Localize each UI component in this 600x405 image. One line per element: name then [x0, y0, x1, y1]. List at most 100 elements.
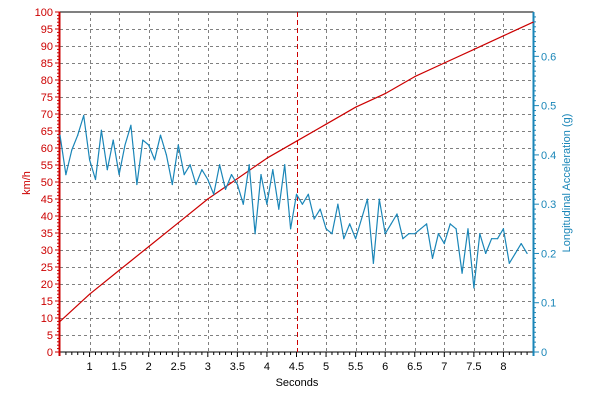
left-axis-tick-label: 45	[41, 194, 53, 206]
acceleration-point	[71, 149, 73, 151]
acceleration-point	[479, 233, 481, 235]
acceleration-point	[319, 208, 321, 210]
speed-point	[88, 293, 91, 295]
acceleration-point	[437, 233, 439, 235]
acceleration-point	[331, 233, 333, 235]
acceleration-point	[360, 218, 363, 220]
acceleration-point	[355, 238, 357, 240]
acceleration-point	[431, 257, 434, 259]
acceleration-point	[189, 164, 191, 166]
right-axis-tick-label: 0.1	[541, 298, 556, 310]
acceleration-point	[378, 198, 380, 200]
speed-point	[325, 123, 327, 125]
acceleration-point	[491, 238, 493, 240]
acceleration-point	[177, 144, 179, 146]
right-axis-tick-label: 0.6	[541, 51, 556, 63]
x-axis-label: Seconds	[276, 377, 319, 389]
acceleration-point	[248, 164, 250, 166]
x-axis-tick-label: 6.5	[407, 361, 422, 373]
acceleration-point	[230, 174, 233, 176]
acceleration-series-line	[59, 114, 528, 289]
right-axis-tick-label: 0.2	[541, 248, 556, 260]
left-axis-tick-label: 30	[41, 245, 53, 257]
acceleration-point	[485, 252, 487, 255]
speed-point	[414, 76, 416, 78]
acceleration-point	[396, 213, 398, 215]
x-axis-tick-label: 6	[382, 361, 388, 373]
x-axis-tick-label: 7.5	[466, 361, 481, 373]
left-axis-tick-label: 80	[41, 75, 53, 87]
left-axis-tick-label: 50	[41, 177, 53, 189]
acceleration-point	[526, 252, 528, 255]
acceleration-point	[301, 203, 304, 205]
acceleration-point	[94, 178, 97, 181]
acceleration-point	[313, 218, 315, 220]
left-axis-tick-label: 10	[41, 313, 53, 325]
acceleration-point	[384, 233, 386, 235]
series	[59, 21, 534, 322]
acceleration-point	[106, 169, 108, 171]
left-axis-tick-label: 100	[35, 7, 53, 19]
acceleration-point	[254, 233, 256, 235]
speed-point	[177, 222, 179, 224]
right-axis-tick-label: 0.5	[541, 101, 556, 113]
acceleration-point	[461, 272, 463, 274]
right-axis-tick-label: 0.4	[541, 150, 556, 162]
acceleration-point	[366, 198, 369, 200]
x-axis-tick-label: 1.5	[111, 361, 126, 373]
acceleration-point	[201, 169, 203, 171]
acceleration-point	[425, 223, 428, 225]
acceleration-point	[266, 203, 268, 205]
acceleration-point	[284, 164, 286, 166]
speed-point	[295, 140, 298, 142]
left-axis-tick-label: 85	[41, 58, 53, 70]
right-y-axis-label: Longitudinal Acceleration (g)	[561, 114, 573, 253]
left-axis-tick-label: 70	[41, 109, 53, 121]
acceleration-point	[390, 223, 392, 225]
left-axis-tick-label: 55	[41, 160, 53, 172]
speed-point	[59, 320, 61, 322]
left-axis-tick-label: 35	[41, 228, 53, 240]
acceleration-point	[242, 203, 244, 205]
left-axis-tick-label: 0	[47, 347, 53, 359]
acceleration-point	[272, 169, 274, 171]
left-y-axis-label: km/h	[21, 171, 33, 195]
x-axis-tick-label: 7	[441, 361, 447, 373]
left-axis-tick-label: 40	[41, 211, 53, 223]
speed-point	[473, 48, 475, 51]
left-axis-tick-label: 65	[41, 126, 53, 138]
acceleration-point	[154, 159, 156, 161]
acceleration-point	[337, 203, 339, 205]
acceleration-point	[83, 114, 85, 117]
acceleration-point	[414, 233, 416, 235]
acceleration-point	[219, 164, 221, 166]
acceleration-point	[207, 178, 209, 181]
acceleration-point	[514, 252, 516, 255]
left-axis-tick-label: 90	[41, 41, 53, 53]
acceleration-point	[307, 193, 309, 195]
left-axis-tick-label: 5	[47, 330, 53, 342]
acceleration-point	[236, 183, 238, 186]
speed-point	[236, 178, 238, 180]
acceleration-point	[455, 228, 457, 230]
acceleration-point	[183, 174, 185, 176]
speed-point	[355, 106, 357, 108]
x-axis-tick-label: 5	[323, 361, 329, 373]
x-axis-tick-label: 2.5	[171, 361, 186, 373]
acceleration-point	[171, 183, 173, 186]
speed-point	[118, 269, 120, 271]
acceleration-point	[325, 228, 327, 230]
acceleration-point	[349, 223, 351, 225]
left-axis-tick-label: 75	[41, 92, 53, 104]
speed-point	[207, 198, 209, 200]
acceleration-point	[260, 174, 262, 176]
left-axis-tick-label: 20	[41, 279, 53, 291]
left-axis-tick-label: 25	[41, 262, 53, 274]
acceleration-point	[502, 228, 505, 230]
acceleration-point	[165, 154, 168, 156]
speed-point	[266, 157, 268, 159]
right-axis-tick-label: 0.3	[541, 199, 556, 211]
acceleration-point	[118, 174, 120, 176]
